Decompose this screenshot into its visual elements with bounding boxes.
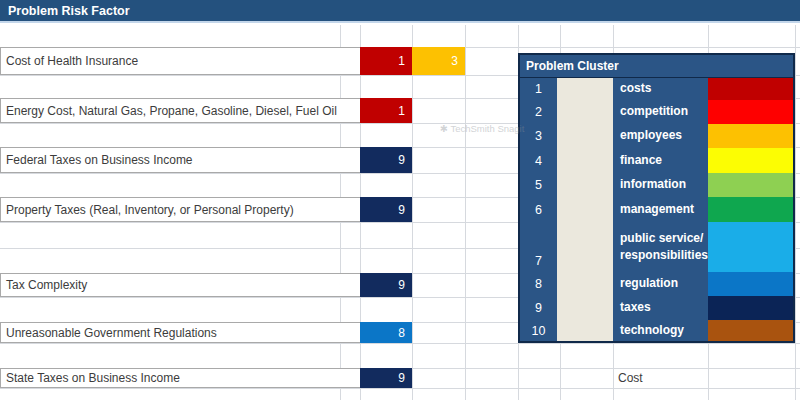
cluster-color-swatch[interactable]: [708, 222, 793, 272]
cluster-label-cell[interactable]: regulation: [613, 272, 708, 296]
cluster-label-cell[interactable]: competition: [613, 100, 708, 124]
watermark-text: TechSmith Snagit: [450, 123, 524, 134]
gridline-vertical: [795, 25, 796, 400]
cluster-number-cell[interactable]: 7: [520, 222, 557, 272]
risk-row-label-cell[interactable]: Cost of Health Insurance: [0, 47, 361, 75]
cluster-row: 4 finance: [520, 148, 793, 173]
cluster-color-swatch[interactable]: [708, 272, 793, 296]
watermark: ✱ TechSmith Snagit: [440, 123, 524, 134]
cluster-row: 7 public service/ responsibilities: [520, 222, 793, 272]
problem-cluster-table: Problem Cluster 1 costs 2 competition 3 emplo…: [518, 53, 795, 343]
cluster-label-cell[interactable]: information: [613, 173, 708, 197]
cost-label-cell[interactable]: Cost: [613, 368, 708, 388]
cluster-number-cell[interactable]: 6: [520, 197, 557, 222]
cluster-color-swatch[interactable]: [708, 148, 793, 173]
cluster-color-swatch[interactable]: [708, 296, 793, 320]
cluster-number-cell[interactable]: 9: [520, 296, 557, 320]
cluster-number-cell[interactable]: 1: [520, 78, 557, 100]
risk-value-cell[interactable]: 1: [360, 47, 412, 75]
cluster-label-cell[interactable]: management: [613, 197, 708, 222]
cluster-row: 2 competition: [520, 100, 793, 124]
risk-row-label-cell[interactable]: State Taxes on Business Income: [0, 368, 361, 388]
cluster-color-swatch[interactable]: [708, 173, 793, 197]
risk-row-label-cell[interactable]: Federal Taxes on Business Income: [0, 147, 361, 173]
cluster-label-cell[interactable]: technology: [613, 320, 708, 341]
gridline-vertical: [465, 25, 466, 400]
cluster-label-cell[interactable]: finance: [613, 148, 708, 173]
cluster-number-cell[interactable]: 4: [520, 148, 557, 173]
cluster-row: 1 costs: [520, 78, 793, 100]
risk-value-cell[interactable]: 9: [360, 197, 412, 222]
cluster-label-cell[interactable]: taxes: [613, 296, 708, 320]
risk-row-label-cell[interactable]: Property Taxes (Real, Inventory, or Pers…: [0, 197, 361, 222]
cluster-color-swatch[interactable]: [708, 320, 793, 341]
spreadsheet-canvas: Problem Risk Factor Cost of Health Insur…: [0, 0, 800, 400]
cluster-row: 6 management: [520, 197, 793, 222]
risk-value-cell[interactable]: 1: [360, 98, 412, 123]
cluster-number-cell[interactable]: 2: [520, 100, 557, 124]
cluster-row: 5 information: [520, 173, 793, 197]
cluster-label-cell[interactable]: costs: [613, 78, 708, 100]
cluster-row: 3 employees: [520, 124, 793, 148]
gridline-vertical: [412, 25, 413, 400]
cluster-label-cell[interactable]: employees: [613, 124, 708, 148]
sheet-title-cell[interactable]: Problem Risk Factor: [0, 0, 800, 23]
risk-value-cell[interactable]: 3: [412, 47, 465, 75]
risk-value-cell[interactable]: 8: [360, 322, 412, 343]
cluster-number-cell[interactable]: 10: [520, 320, 557, 341]
risk-row-label-cell[interactable]: Tax Complexity: [0, 273, 361, 297]
cluster-number-cell[interactable]: 3: [520, 124, 557, 148]
gridline-horizontal: [0, 343, 800, 344]
cluster-color-swatch[interactable]: [708, 124, 793, 148]
problem-cluster-header-cell[interactable]: Problem Cluster: [520, 55, 793, 78]
problem-cluster-body: 1 costs 2 competition 3 employees 4 finance 5 inf…: [520, 78, 793, 341]
risk-value-cell[interactable]: 9: [360, 273, 412, 297]
risk-value-cell[interactable]: 9: [360, 147, 412, 173]
risk-row-label-cell[interactable]: Energy Cost, Natural Gas, Propane, Gasol…: [0, 98, 361, 123]
cluster-number-cell[interactable]: 8: [520, 272, 557, 296]
cluster-row: 10 technology: [520, 320, 793, 341]
cluster-color-swatch[interactable]: [708, 78, 793, 100]
risk-row-label-cell[interactable]: Unreasonable Government Regulations: [0, 322, 361, 343]
cluster-color-swatch[interactable]: [708, 100, 793, 124]
cluster-row: 9 taxes: [520, 296, 793, 320]
watermark-icon: ✱: [440, 123, 450, 134]
risk-value-cell[interactable]: 9: [360, 368, 412, 388]
cluster-number-cell[interactable]: 5: [520, 173, 557, 197]
gridline-horizontal: [0, 388, 800, 389]
cluster-label-cell[interactable]: public service/ responsibilities: [613, 222, 708, 272]
cluster-color-swatch[interactable]: [708, 197, 793, 222]
cluster-row: 8 regulation: [520, 272, 793, 296]
